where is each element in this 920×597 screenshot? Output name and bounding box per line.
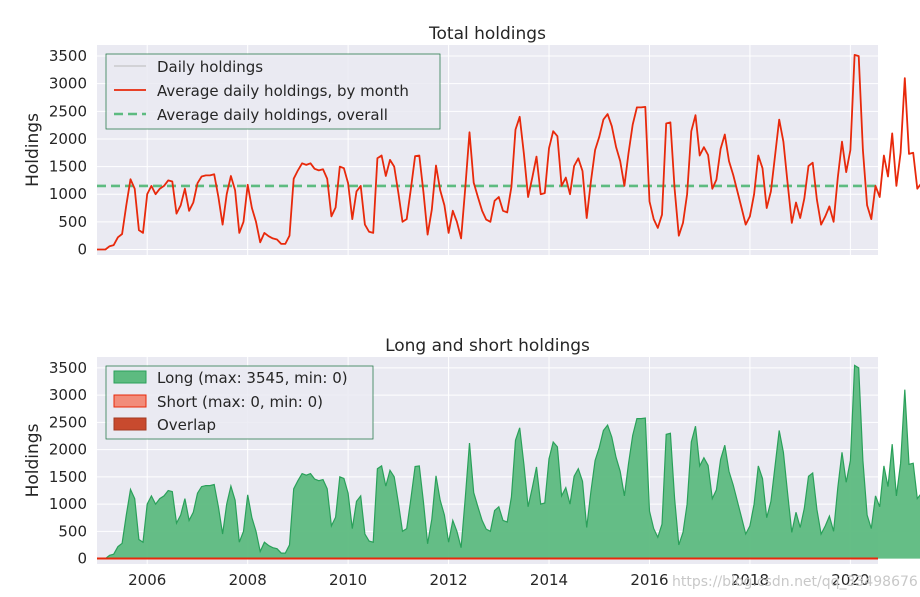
legend-label-monthly-average: Average daily holdings, by month: [157, 82, 409, 100]
x-tick-label-2020: 2020: [831, 571, 869, 589]
y-tick-label-0: 0: [77, 550, 87, 568]
y-tick-label-0: 0: [77, 240, 87, 258]
legend-label-long: Long (max: 3545, min: 0): [157, 369, 348, 387]
long-area-edge: [97, 364, 920, 560]
y-tick-labels-total-holdings: 0 500 1000 1500 2000 2500 3000 3500: [49, 47, 87, 258]
y-tick-label-3000: 3000: [49, 75, 87, 93]
y-tick-label-3000: 3000: [49, 386, 87, 404]
y-tick-label-2000: 2000: [49, 441, 87, 459]
x-tick-label-2016: 2016: [630, 571, 668, 589]
y-tick-label-500: 500: [58, 522, 87, 540]
x-tick-label-2012: 2012: [429, 571, 467, 589]
y-tick-label-2000: 2000: [49, 130, 87, 148]
legend-label-daily-holdings: Daily holdings: [157, 58, 263, 76]
legend-box-long-short-holdings: [105, 365, 374, 440]
x-tick-label-2008: 2008: [229, 571, 267, 589]
y-tick-labels-long-short-holdings: 0 500 1000 1500 2000 2500 3000 3500: [49, 359, 87, 568]
legend-label-short: Short (max: 0, min: 0): [157, 393, 323, 411]
x-tick-labels: 2006 2008 2010 2012 2014 2016 2018 2020: [128, 571, 869, 589]
x-tick-label-2018: 2018: [731, 571, 769, 589]
y-tick-label-500: 500: [58, 213, 87, 231]
legend-swatch-overlap: [113, 417, 147, 431]
legend-swatch-long: [113, 370, 147, 384]
watermark: https://blog.csdn.net/qq_33498676: [672, 574, 918, 590]
y-tick-label-1000: 1000: [49, 495, 87, 513]
legend-total-holdings: Daily holdings Average daily holdings, b…: [105, 53, 441, 130]
y-axis-label-total-holdings: Holdings: [23, 113, 43, 187]
y-tick-label-1500: 1500: [49, 158, 87, 176]
chart-title-long-short-holdings: Long and short holdings: [385, 336, 590, 356]
x-tick-label-2014: 2014: [530, 571, 568, 589]
monthly-average-line: [97, 54, 920, 251]
legend-box-total-holdings: [105, 53, 441, 130]
y-tick-label-3500: 3500: [49, 47, 87, 65]
y-axis-label-long-short-holdings: Holdings: [23, 423, 43, 497]
long-holdings-area: [97, 364, 920, 560]
y-tick-label-3500: 3500: [49, 359, 87, 377]
x-tick-label-2010: 2010: [329, 571, 367, 589]
legend-swatch-short: [113, 394, 147, 408]
y-tick-label-1000: 1000: [49, 185, 87, 203]
long-short-holdings-panel: 0 500 1000 1500 2000 2500 3000 3500 2006 2008 201…: [23, 336, 920, 589]
y-tick-label-2500: 2500: [49, 413, 87, 431]
legend-label-overall-average: Average daily holdings, overall: [157, 106, 388, 124]
y-tick-label-2500: 2500: [49, 102, 87, 120]
y-tick-label-1500: 1500: [49, 468, 87, 486]
x-tick-label-2006: 2006: [128, 571, 166, 589]
total-holdings-panel: 0 500 1000 1500 2000 2500 3000 3500 Total holdi…: [23, 24, 920, 258]
monthly-average-series: [97, 54, 920, 251]
long-area-fill: [97, 365, 920, 559]
legend-label-overlap: Overlap: [157, 416, 216, 434]
legend-long-short-holdings: Long (max: 3545, min: 0) Short (max: 0, …: [105, 365, 374, 440]
chart-title-total-holdings: Total holdings: [428, 24, 546, 44]
